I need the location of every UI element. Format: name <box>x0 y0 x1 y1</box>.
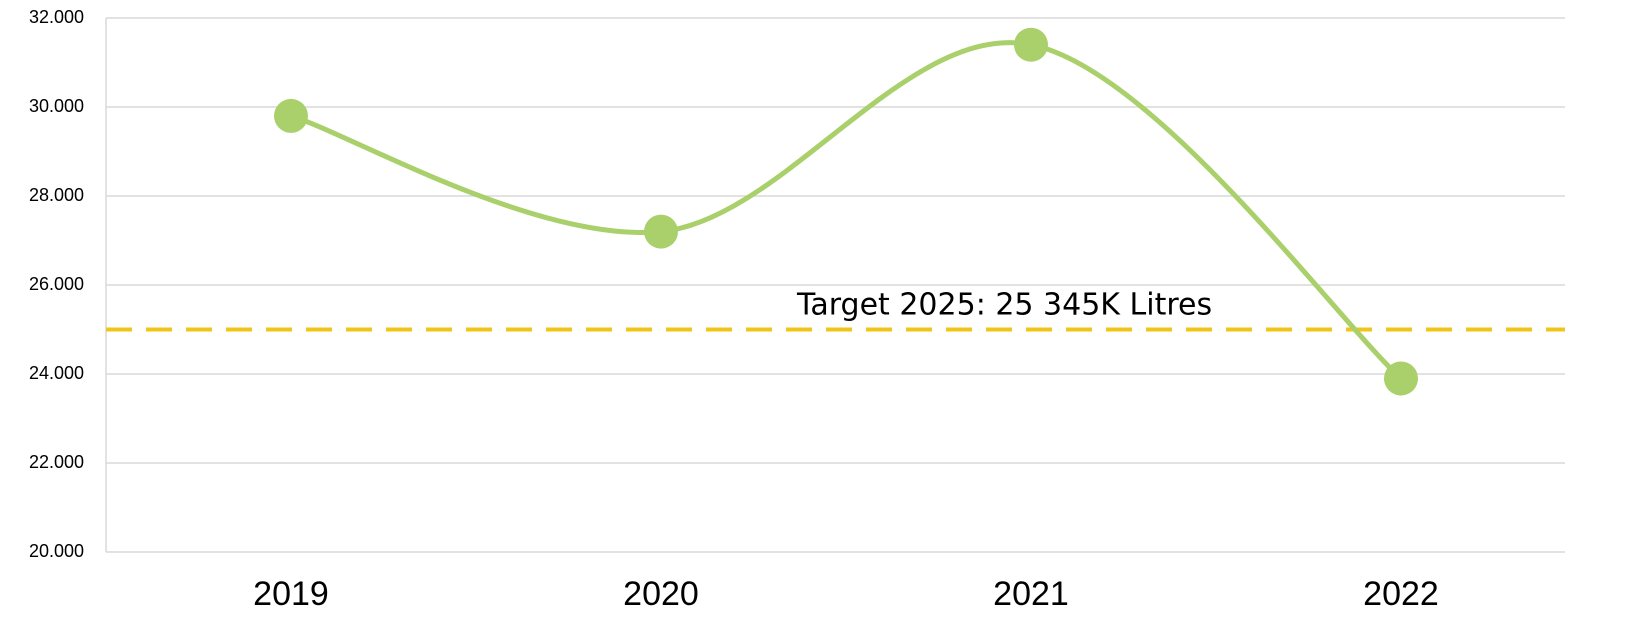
series-line <box>290 40 1403 381</box>
y-tick-label: 26.000 <box>29 274 84 294</box>
y-tick-label: 30.000 <box>29 96 84 116</box>
data-point <box>644 214 678 249</box>
data-point <box>1014 27 1048 62</box>
data-point <box>1384 361 1418 396</box>
y-tick-label: 20.000 <box>29 541 84 561</box>
x-tick-label: 2021 <box>993 575 1069 613</box>
y-tick-label: 22.000 <box>29 452 84 472</box>
y-tick-label: 32.000 <box>29 7 84 27</box>
y-tick-label: 28.000 <box>29 185 84 205</box>
x-tick-label: 2020 <box>623 575 699 613</box>
target-annotation: Target 2025: 25 345K Litres <box>796 288 1212 323</box>
x-tick-label: 2022 <box>1363 575 1439 613</box>
y-tick-label: 24.000 <box>29 363 84 383</box>
data-point <box>274 98 308 133</box>
x-tick-label: 2019 <box>253 575 329 613</box>
